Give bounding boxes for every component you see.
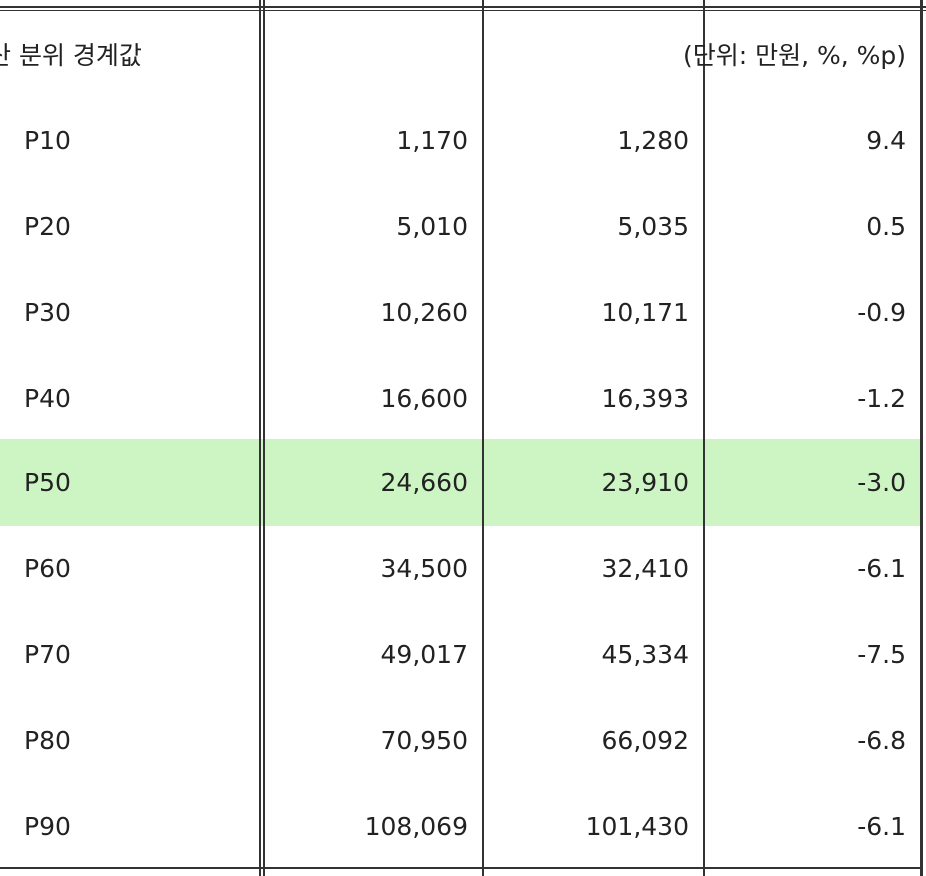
value-cell: 34,500 bbox=[380, 554, 468, 583]
table-row: P10 1,170 1,280 9.4 bbox=[0, 97, 926, 184]
value-cell: 1,280 bbox=[617, 126, 689, 155]
bottom-border bbox=[0, 867, 923, 869]
percentile-label: P90 bbox=[24, 812, 71, 841]
top-border-inner bbox=[0, 10, 926, 11]
percentile-label: P50 bbox=[24, 468, 71, 497]
column-divider bbox=[703, 0, 705, 876]
top-border bbox=[0, 6, 926, 8]
change-cell: -0.9 bbox=[857, 298, 906, 327]
value-cell: 49,017 bbox=[380, 640, 468, 669]
table-row: P60 34,500 32,410 -6.1 bbox=[0, 525, 926, 612]
value-cell: 66,092 bbox=[601, 726, 689, 755]
value-cell: 24,660 bbox=[380, 468, 468, 497]
table-row: P20 5,010 5,035 0.5 bbox=[0, 183, 926, 270]
column-divider-double-left bbox=[259, 0, 261, 876]
column-divider-double-right bbox=[263, 0, 265, 876]
change-cell: 9.4 bbox=[866, 126, 906, 155]
value-cell: 32,410 bbox=[601, 554, 689, 583]
value-cell: 108,069 bbox=[364, 812, 468, 841]
change-cell: -6.1 bbox=[857, 554, 906, 583]
change-cell: -6.8 bbox=[857, 726, 906, 755]
change-cell: -3.0 bbox=[857, 468, 906, 497]
value-cell: 16,393 bbox=[601, 384, 689, 413]
percentile-label: P40 bbox=[24, 384, 71, 413]
value-cell: 1,170 bbox=[396, 126, 468, 155]
column-divider bbox=[482, 0, 484, 876]
header-label: 산 분위 경계값 bbox=[0, 41, 142, 70]
percentile-label: P20 bbox=[24, 212, 71, 241]
table-row-highlighted: P50 24,660 23,910 -3.0 bbox=[0, 439, 926, 526]
value-cell: 10,171 bbox=[601, 298, 689, 327]
value-cell: 70,950 bbox=[380, 726, 468, 755]
percentile-label: P60 bbox=[24, 554, 71, 583]
value-cell: 101,430 bbox=[585, 812, 689, 841]
right-border bbox=[920, 0, 923, 876]
change-cell: -1.2 bbox=[857, 384, 906, 413]
percentile-label: P70 bbox=[24, 640, 71, 669]
table-row: P70 49,017 45,334 -7.5 bbox=[0, 611, 926, 698]
change-cell: 0.5 bbox=[866, 212, 906, 241]
percentile-label: P10 bbox=[24, 126, 71, 155]
value-cell: 23,910 bbox=[601, 468, 689, 497]
value-cell: 5,010 bbox=[396, 212, 468, 241]
unit-note: (단위: 만원, %, %p) bbox=[682, 41, 906, 70]
table-row: P90 108,069 101,430 -6.1 bbox=[0, 783, 926, 870]
percentile-label: P30 bbox=[24, 298, 71, 327]
change-cell: -7.5 bbox=[857, 640, 906, 669]
change-cell: -6.1 bbox=[857, 812, 906, 841]
value-cell: 5,035 bbox=[617, 212, 689, 241]
value-cell: 45,334 bbox=[601, 640, 689, 669]
table-row: P80 70,950 66,092 -6.8 bbox=[0, 697, 926, 784]
percentile-label: P80 bbox=[24, 726, 71, 755]
table-row: P30 10,260 10,171 -0.9 bbox=[0, 269, 926, 356]
value-cell: 16,600 bbox=[380, 384, 468, 413]
table-row: P40 16,600 16,393 -1.2 bbox=[0, 355, 926, 442]
highlight-row-background bbox=[0, 439, 920, 526]
value-cell: 10,260 bbox=[380, 298, 468, 327]
header-row: 산 분위 경계값 (단위: 만원, %, %p) bbox=[0, 12, 926, 99]
